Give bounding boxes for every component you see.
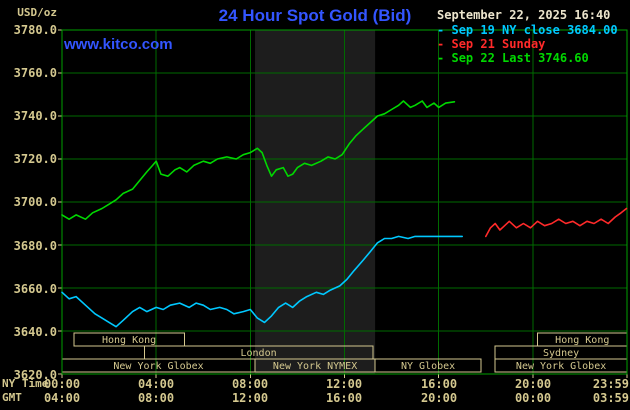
y-axis-label: 3760.0 [13, 66, 57, 80]
legend: - Sep 19 NY close 3684.00 - Sep 21 Sunda… [437, 23, 618, 65]
legend-label: Sep 22 Last 3746.60 [451, 51, 589, 65]
session-label: Hong Kong [555, 335, 609, 346]
x-axis-label-gmt: 03:59 [592, 391, 629, 405]
y-axis-label: 3720.0 [13, 152, 57, 166]
gmt-axis-label: GMT [2, 391, 22, 404]
session-label: NY Globex [401, 361, 455, 372]
session-box [374, 358, 482, 373]
x-axis-label-ny: 16:00 [420, 377, 458, 391]
session-label: New York Globex [113, 361, 203, 372]
x-axis-label-gmt: 16:00 [325, 391, 363, 405]
x-axis-label-ny: 00:00 [43, 377, 81, 391]
legend-item: - Sep 19 NY close 3684.00 [437, 23, 618, 37]
chart-title: 24 Hour Spot Gold (Bid) [218, 6, 412, 25]
x-axis-label-ny: 23:59 [592, 377, 629, 391]
series-line-sep-22-last [61, 100, 456, 220]
session-label: New York Globex [516, 361, 606, 372]
session-label: London [241, 348, 277, 359]
x-axis-label-gmt: 08:00 [137, 391, 175, 405]
series-line-sep-21-sunday [484, 207, 628, 238]
x-axis-label-gmt: 12:00 [231, 391, 269, 405]
legend-marker: - [437, 23, 445, 37]
legend-item: - Sep 21 Sunday [437, 37, 618, 51]
legend-marker: - [437, 37, 445, 51]
y-axis-label: 3780.0 [13, 23, 57, 37]
series-line-sep-19-ny-close [61, 235, 464, 328]
x-axis-label-gmt: 04:00 [43, 391, 81, 405]
session-label: New York NYMEX [273, 361, 357, 372]
y-axis-unit-label: USD/oz [17, 6, 57, 19]
x-axis-label-gmt: 00:00 [514, 391, 552, 405]
y-axis-label: 3680.0 [13, 239, 57, 253]
chart-datetime: September 22, 2025 16:40 [437, 8, 611, 22]
y-axis-label: 3660.0 [13, 282, 57, 296]
session-box [73, 332, 185, 347]
x-axis-label-ny: 20:00 [514, 377, 552, 391]
plot-border [61, 29, 628, 375]
legend-marker: - [437, 51, 445, 65]
x-axis-label-ny: 04:00 [137, 377, 175, 391]
legend-item: - Sep 22 Last 3746.60 [437, 51, 618, 65]
y-axis-label: 3620.0 [13, 368, 57, 382]
session-label: Sydney [543, 348, 579, 359]
x-axis-label-ny: 08:00 [231, 377, 269, 391]
ny-time-axis-label: NY Time [2, 377, 49, 390]
kitco-link[interactable]: www.kitco.com [64, 36, 173, 53]
y-axis-label: 3700.0 [13, 195, 57, 209]
legend-label: Sep 21 Sunday [451, 37, 546, 51]
y-axis-label: 3740.0 [13, 109, 57, 123]
x-axis-label-ny: 12:00 [325, 377, 363, 391]
y-axis-label: 3640.0 [13, 325, 57, 339]
x-axis-label-gmt: 20:00 [420, 391, 458, 405]
session-label: Hong Kong [102, 335, 156, 346]
legend-label: Sep 19 NY close 3684.00 [451, 23, 618, 37]
